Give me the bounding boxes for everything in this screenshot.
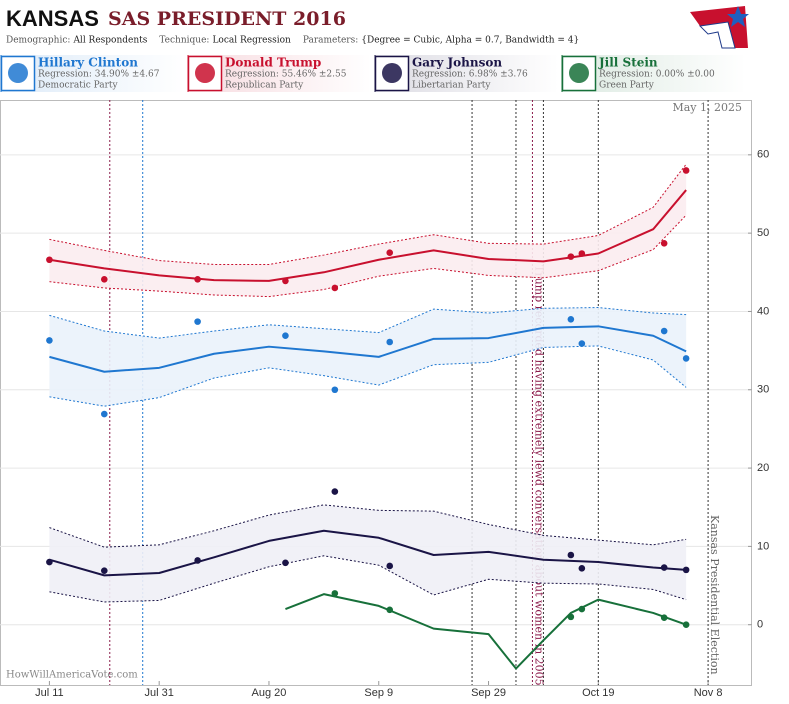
legend-party: Libertarian Party <box>412 81 491 91</box>
legend-icon-symbol <box>195 63 215 83</box>
poll-point <box>194 276 201 283</box>
legend-icon-symbol <box>382 63 402 83</box>
poll-point <box>386 562 394 570</box>
band-edge <box>49 307 687 339</box>
x-tick-label: Jul 11 <box>35 687 64 699</box>
param-value: All Respondents <box>72 36 147 46</box>
poll-point <box>282 277 289 285</box>
trend-line <box>49 325 687 373</box>
poll-point <box>386 338 394 346</box>
poll-point <box>386 606 394 614</box>
legend-regression: Regression: 34.90% ±4.67 <box>38 70 160 80</box>
param-value: Local Regression <box>212 36 291 46</box>
event-label: Kansas Presidential Election <box>708 515 721 675</box>
y-tick-label: 50 <box>757 227 769 239</box>
poll-point <box>660 240 668 247</box>
poll-point <box>46 558 53 566</box>
poll-point <box>100 567 108 574</box>
x-tick-label: Aug 20 <box>252 687 287 699</box>
poll-point <box>660 614 668 621</box>
y-tick-label: 20 <box>757 462 769 474</box>
confidence-band <box>49 307 687 407</box>
legend-name: Hillary Clinton <box>38 56 138 70</box>
poll-point <box>46 256 53 264</box>
trend-line <box>285 593 687 670</box>
plot-frame <box>0 100 752 686</box>
poll-point <box>682 566 690 574</box>
x-tick-label: Oct 19 <box>582 687 614 699</box>
trend-line <box>49 189 687 282</box>
poll-point <box>567 613 575 621</box>
legend-regression: Regression: 0.00% ±0.00 <box>599 70 715 80</box>
param-label: Technique: <box>159 36 209 46</box>
poll-point <box>567 551 575 559</box>
poll-point <box>194 557 201 564</box>
poll-point <box>567 315 575 323</box>
watermark: HowWillAmericaVote.com <box>6 670 138 681</box>
band-edge <box>49 504 687 548</box>
poll-point <box>682 167 690 174</box>
poll-point <box>46 337 53 344</box>
y-tick-label: 0 <box>757 619 763 631</box>
x-tick-label: Jul 31 <box>145 687 174 699</box>
poll-point <box>331 488 339 495</box>
poll-point <box>578 340 586 347</box>
legend-name: Gary Johnson <box>412 56 502 70</box>
poll-point <box>331 386 339 394</box>
date-stamp: May 1, 2025 <box>672 101 742 114</box>
poll-point <box>386 249 394 257</box>
x-tick-label: Nov 8 <box>694 687 723 699</box>
legend-party: Republican Party <box>225 81 304 91</box>
x-tick-label: Sep 9 <box>364 687 393 699</box>
y-tick-label: 60 <box>757 149 769 161</box>
poll-point <box>578 250 586 257</box>
param-label: Parameters: <box>303 36 358 46</box>
poll-point <box>100 410 108 418</box>
y-tick-label: 10 <box>757 540 769 552</box>
logo <box>690 6 749 49</box>
legend-party: Green Party <box>599 81 655 91</box>
poll-point <box>578 565 586 572</box>
poll-point <box>567 253 575 260</box>
x-tick-label: Sep 29 <box>471 687 506 699</box>
trend-line <box>49 529 687 577</box>
legend-party: Democratic Party <box>38 81 119 91</box>
band-edge <box>49 214 687 298</box>
chart-title-rest: SAS PRESIDENT 2016 <box>108 8 346 30</box>
poll-point <box>660 564 668 571</box>
poll-point <box>194 318 201 325</box>
poll-point <box>331 284 339 292</box>
confidence-band <box>49 164 687 297</box>
poll-point <box>282 332 289 340</box>
legend-name: Donald Trump <box>225 56 321 70</box>
poll-point <box>660 327 668 335</box>
poll-point <box>578 605 586 613</box>
chart-title: KANSAS <box>6 6 99 31</box>
confidence-band <box>49 504 687 602</box>
poll-point <box>331 590 339 597</box>
poll-point <box>100 276 108 283</box>
param-value: {Degree = Cubic, Alpha = 0.7, Bandwidth … <box>361 36 579 46</box>
y-tick-label: 30 <box>757 384 769 396</box>
legend-name: Jill Stein <box>598 56 658 70</box>
legend-regression: Regression: 6.98% ±3.76 <box>412 70 528 80</box>
y-tick-label: 40 <box>757 305 769 317</box>
legend-regression: Regression: 55.46% ±2.55 <box>225 70 347 80</box>
poll-point <box>682 621 690 628</box>
legend-icon-symbol <box>8 63 28 83</box>
band-edge <box>49 345 687 407</box>
poll-point <box>282 559 289 567</box>
poll-point <box>682 355 690 362</box>
band-edge <box>49 163 687 265</box>
param-label: Demographic: <box>6 36 70 46</box>
legend-icon-symbol <box>569 63 589 83</box>
band-edge <box>49 555 687 603</box>
